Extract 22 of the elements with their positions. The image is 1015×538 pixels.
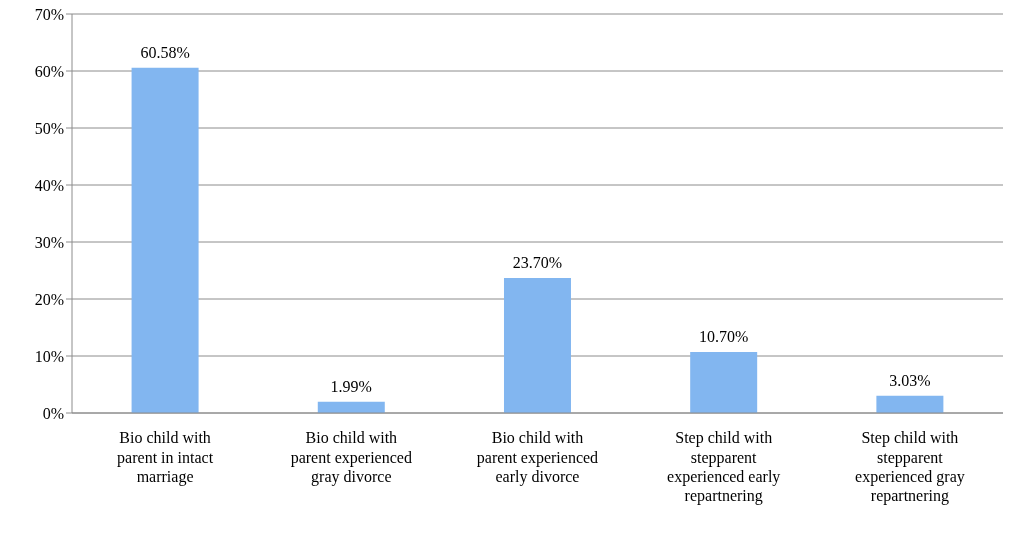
y-tick-label: 70%	[34, 5, 64, 23]
data-label: 60.58%	[140, 43, 190, 61]
bar	[690, 352, 758, 413]
x-tick-label: Bio child with parent in intact marriage	[117, 429, 214, 486]
data-label: 10.70%	[699, 328, 749, 346]
y-tick-label: 10%	[34, 347, 64, 365]
y-tick-label: 30%	[34, 233, 64, 251]
x-tick-label: Bio child with parent experienced early divorce	[476, 429, 599, 486]
x-tick-label: Step child with stepparent experienced gray repartnering	[855, 429, 965, 505]
data-label: 3.03%	[889, 371, 931, 389]
x-tick-label: Step child with stepparent experienced early repartnering	[667, 429, 781, 505]
y-tick-label: 0%	[42, 404, 64, 422]
y-tick-label: 40%	[34, 176, 64, 194]
x-tick-label: Bio child with parent experienced gray divorce	[290, 429, 412, 486]
bar	[131, 67, 199, 413]
bar	[876, 395, 944, 413]
bar	[503, 277, 571, 413]
y-tick-label: 20%	[34, 290, 64, 308]
data-label: 1.99%	[330, 377, 372, 395]
data-label: 23.70%	[512, 253, 563, 271]
y-tick-label: 60%	[34, 62, 64, 80]
y-tick-label: 50%	[34, 119, 64, 137]
